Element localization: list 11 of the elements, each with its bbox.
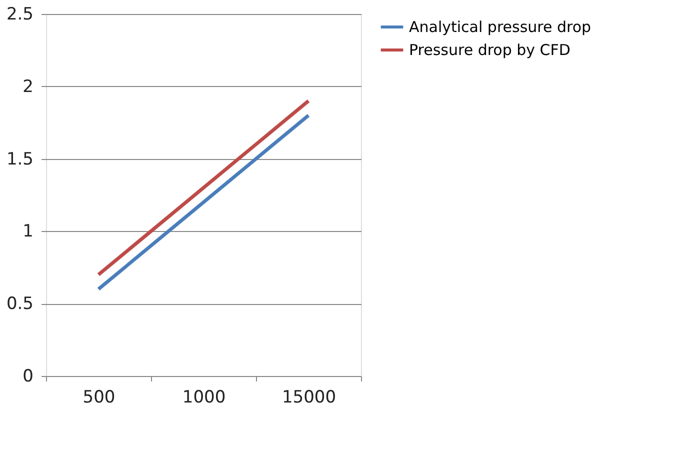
- x-tick-label: 15000: [282, 388, 336, 408]
- y-tick-label: 0: [22, 366, 34, 386]
- legend-label: Analytical pressure drop: [409, 18, 592, 36]
- y-tick-label: 1: [22, 222, 34, 242]
- x-tick-label: 500: [82, 388, 116, 408]
- y-tick-label: 2: [22, 76, 34, 97]
- legend-label: Pressure drop by CFD: [409, 41, 570, 59]
- x-tick-label: 1000: [182, 388, 226, 408]
- y-tick-label: 1.5: [6, 149, 34, 170]
- y-tick-label: 2.5: [6, 4, 34, 24]
- y-tick-label: 0.5: [6, 294, 34, 314]
